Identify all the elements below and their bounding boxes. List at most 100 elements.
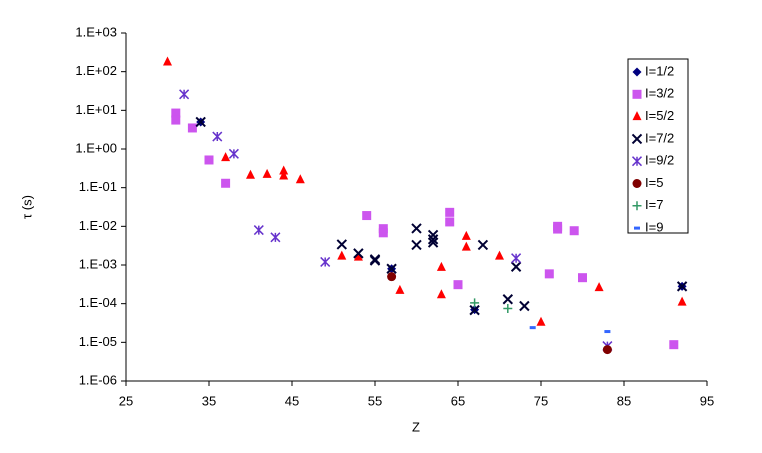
- data-point: [453, 280, 463, 290]
- y-tick-label: 1.E-03: [79, 256, 117, 271]
- data-point: [677, 296, 687, 306]
- data-point: [602, 345, 612, 355]
- data-point: [362, 211, 372, 221]
- x-axis-label: Z: [412, 419, 420, 434]
- y-tick-label: 1.E-04: [79, 295, 117, 310]
- data-point: [503, 303, 513, 313]
- legend-label: I=5/2: [645, 108, 674, 123]
- legend-marker: [634, 226, 640, 230]
- data-point: [262, 168, 272, 178]
- data-point: [320, 256, 331, 267]
- data-point: [279, 165, 289, 175]
- x-tick-label: 55: [368, 393, 382, 408]
- data-point: [336, 239, 348, 250]
- data-point: [469, 304, 480, 316]
- data-point: [212, 131, 223, 142]
- data-point: [228, 148, 239, 159]
- data-point: [436, 289, 446, 299]
- legend-label: I=9/2: [645, 153, 674, 168]
- y-tick-label: 1.E+01: [75, 102, 117, 117]
- y-tick-label: 1.E-01: [79, 179, 117, 194]
- data-point: [171, 115, 181, 125]
- legend-marker: [632, 89, 642, 99]
- data-point: [495, 250, 504, 260]
- data-point: [553, 224, 563, 234]
- x-tick-label: 35: [202, 393, 216, 408]
- data-point: [353, 251, 363, 261]
- data-point: [445, 207, 455, 217]
- data-point: [204, 155, 214, 165]
- data-point: [369, 255, 381, 266]
- data-point: [163, 56, 172, 66]
- x-tick-label: 65: [451, 393, 465, 408]
- data-point: [295, 174, 305, 184]
- legend-marker: [632, 201, 642, 211]
- data-point: [511, 253, 522, 264]
- data-point: [436, 261, 446, 271]
- legend-label: I=5: [645, 175, 663, 190]
- x-tick-label: 95: [700, 393, 714, 408]
- data-point: [427, 237, 439, 248]
- data-point: [461, 241, 471, 251]
- data-point: [171, 108, 181, 118]
- data-point: [669, 340, 679, 350]
- data-point: [221, 178, 231, 188]
- legend-box: [627, 58, 689, 234]
- legend-label: I=7/2: [645, 130, 674, 145]
- legend-marker: [632, 179, 642, 188]
- data-point: [510, 261, 522, 272]
- legend-label: I=1/2: [645, 63, 674, 78]
- data-point: [270, 232, 281, 243]
- data-point: [411, 239, 422, 251]
- data-point: [427, 234, 439, 245]
- data-point: [529, 326, 536, 330]
- data-point: [578, 273, 587, 283]
- y-tick-label: 1.E-06: [79, 372, 117, 387]
- data-point: [195, 116, 206, 128]
- data-point: [411, 223, 422, 234]
- data-point: [246, 169, 255, 179]
- data-point: [676, 281, 688, 292]
- legend-label: I=7: [645, 197, 663, 212]
- data-point: [253, 225, 264, 236]
- data-point: [470, 298, 480, 308]
- data-point: [536, 316, 546, 326]
- legend-label: I=3/2: [645, 86, 674, 101]
- x-tick-label: 45: [285, 393, 299, 408]
- x-tick-label: 25: [119, 393, 133, 408]
- legend-label: I=9: [645, 220, 663, 235]
- data-point: [445, 217, 455, 227]
- data-point: [187, 123, 197, 133]
- y-axis-label: τ (s): [19, 195, 34, 219]
- legend-marker: [631, 133, 643, 145]
- data-point: [569, 226, 579, 236]
- y-tick-label: 1.E-05: [79, 334, 117, 349]
- data-point: [221, 152, 231, 162]
- legend-marker: [632, 67, 642, 77]
- data-point: [395, 284, 405, 294]
- x-tick-label: 75: [534, 393, 548, 408]
- data-point: [337, 250, 347, 260]
- legend-marker: [632, 111, 642, 121]
- data-point: [353, 248, 364, 259]
- y-tick-label: 1.E-02: [79, 218, 117, 233]
- data-point: [477, 239, 489, 251]
- data-point: [427, 229, 439, 241]
- x-tick-label: 85: [617, 393, 631, 408]
- data-point: [594, 282, 604, 292]
- data-point: [386, 263, 397, 274]
- data-point: [279, 170, 289, 180]
- data-point: [604, 330, 611, 334]
- data-point: [544, 269, 554, 279]
- data-point: [179, 89, 190, 100]
- y-tick-label: 1.E+03: [75, 24, 117, 39]
- y-tick-label: 1.E+00: [75, 140, 117, 155]
- data-point: [387, 272, 397, 282]
- data-point: [461, 230, 471, 240]
- legend-marker: [631, 156, 643, 167]
- data-point: [519, 300, 530, 312]
- data-point: [502, 294, 514, 305]
- y-tick-label: 1.E+02: [75, 63, 117, 78]
- data-point: [378, 228, 388, 238]
